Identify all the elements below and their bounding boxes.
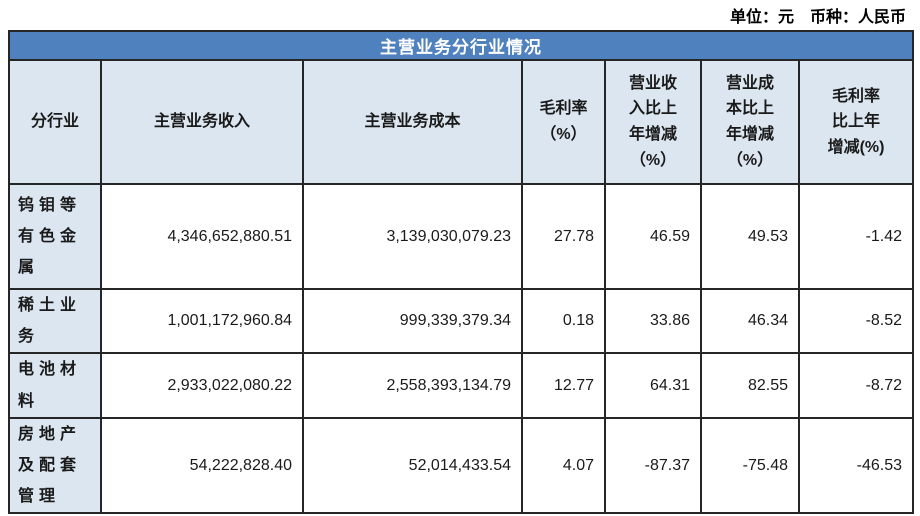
cost-yoy-cell: 46.34: [700, 287, 800, 355]
table-row-battery-materials: 电池材 料 2,933,022,080.22 2,558,393,134.79 …: [8, 352, 915, 419]
table-title: 主营业务分行业情况: [7, 30, 915, 61]
col-header-main-revenue: 主营业务收入: [100, 59, 304, 185]
cost-yoy-cell: -75.48: [700, 416, 800, 515]
unit-currency-note: 单位：元 币种：人民币: [729, 9, 906, 26]
revenue-cell: 1,001,172,960.84: [100, 287, 304, 355]
col-header-margin-yoy-change: 毛利率 比上年 增减(%): [797, 59, 915, 185]
row-label: 稀土业 务: [8, 287, 102, 355]
revenue-cell: 54,222,828.40: [100, 416, 304, 515]
cost-yoy-cell: 49.53: [700, 183, 800, 290]
margin-yoy-cell: -46.53: [797, 416, 915, 515]
revenue-yoy-cell: 33.86: [604, 287, 702, 355]
row-label: 电池材 料: [8, 352, 102, 419]
col-header-revenue-yoy-change: 营业收 入比上 年增减 （%）: [604, 59, 702, 185]
col-header-gross-margin: 毛利率 （%）: [521, 59, 606, 185]
gross-margin-cell: 27.78: [521, 183, 606, 290]
table-row-real-estate: 房地产 及配套 管理 54,222,828.40 52,014,433.54 4…: [8, 416, 915, 515]
col-header-cost-yoy-change: 营业成 本比上 年增减 （%）: [700, 59, 800, 185]
table-header-row: 分行业 主营业务收入 主营业务成本 毛利率 （%） 营业收 入比上 年增减 （%…: [8, 59, 915, 185]
gross-margin-cell: 4.07: [521, 416, 606, 515]
cost-yoy-cell: 82.55: [700, 352, 800, 419]
cost-cell: 2,558,393,134.79: [302, 352, 523, 419]
cost-cell: 52,014,433.54: [302, 416, 523, 515]
cost-cell: 3,139,030,079.23: [302, 183, 523, 290]
margin-yoy-cell: -8.52: [797, 287, 915, 355]
table-row-rare-earth: 稀土业 务 1,001,172,960.84 999,339,379.34 0.…: [8, 287, 915, 355]
row-label: 钨钼等 有色金 属: [8, 183, 102, 290]
table-title-row: 主营业务分行业情况: [7, 30, 915, 61]
revenue-yoy-cell: 64.31: [604, 352, 702, 419]
industry-breakdown-table: 主营业务分行业情况 分行业 主营业务收入 主营业务成本 毛利率 （%） 营业收 …: [7, 30, 915, 515]
margin-yoy-cell: -8.72: [797, 352, 915, 419]
revenue-yoy-cell: -87.37: [604, 416, 702, 515]
margin-yoy-cell: -1.42: [797, 183, 915, 290]
cost-cell: 999,339,379.34: [302, 287, 523, 355]
revenue-cell: 4,346,652,880.51: [100, 183, 304, 290]
row-label: 房地产 及配套 管理: [8, 416, 102, 515]
table-row-tungsten-molybdenum: 钨钼等 有色金 属 4,346,652,880.51 3,139,030,079…: [8, 183, 915, 290]
revenue-cell: 2,933,022,080.22: [100, 352, 304, 419]
gross-margin-cell: 12.77: [521, 352, 606, 419]
col-header-main-cost: 主营业务成本: [302, 59, 523, 185]
revenue-yoy-cell: 46.59: [604, 183, 702, 290]
col-header-industry: 分行业: [8, 59, 102, 185]
gross-margin-cell: 0.18: [521, 287, 606, 355]
